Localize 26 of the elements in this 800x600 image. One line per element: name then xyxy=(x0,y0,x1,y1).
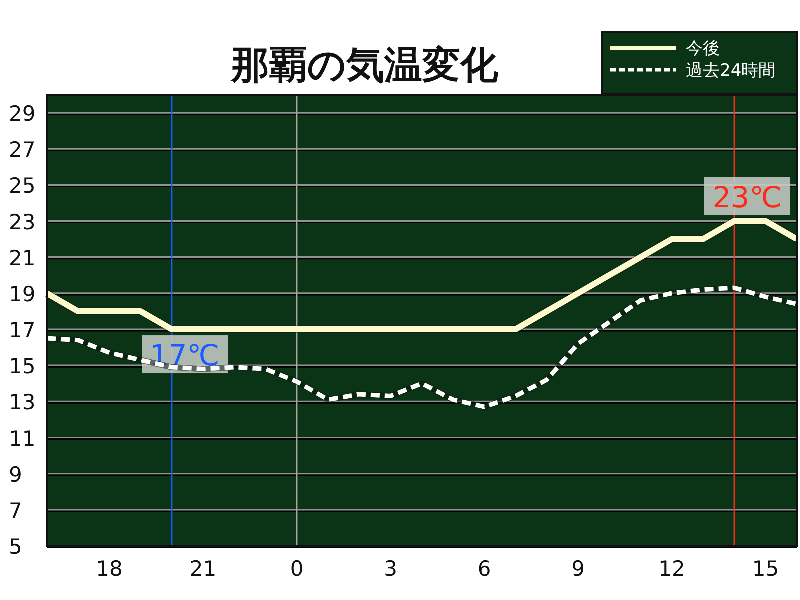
xtick: 15 xyxy=(752,557,780,581)
title: 那覇の気温変化 xyxy=(232,43,498,87)
ytick: 5 xyxy=(9,535,22,559)
ytick: 13 xyxy=(9,390,36,415)
ytick: 21 xyxy=(9,246,36,270)
xtick: 9 xyxy=(572,557,585,581)
ytick: 19 xyxy=(9,282,36,306)
ytick: 23 xyxy=(9,210,36,234)
ytick: 11 xyxy=(9,426,36,451)
ytick: 25 xyxy=(9,174,36,198)
annotation: 23℃ xyxy=(704,177,790,216)
ytick: 9 xyxy=(9,462,22,487)
xtick: 18 xyxy=(96,557,123,581)
ytick: 29 xyxy=(9,102,36,126)
ytick: 15 xyxy=(9,354,36,379)
xtick: 12 xyxy=(658,557,686,581)
xtick: 6 xyxy=(478,557,492,581)
xtick: 21 xyxy=(190,557,217,581)
legend-label: 過去24時間 xyxy=(686,61,776,81)
ytick: 7 xyxy=(9,498,22,523)
xtick: 3 xyxy=(384,557,398,581)
xtick: 0 xyxy=(290,557,304,581)
ytick: 27 xyxy=(9,138,36,162)
legend-label: 今後 xyxy=(686,39,720,59)
annotation: 23℃ xyxy=(712,180,782,214)
ytick: 17 xyxy=(9,318,36,343)
